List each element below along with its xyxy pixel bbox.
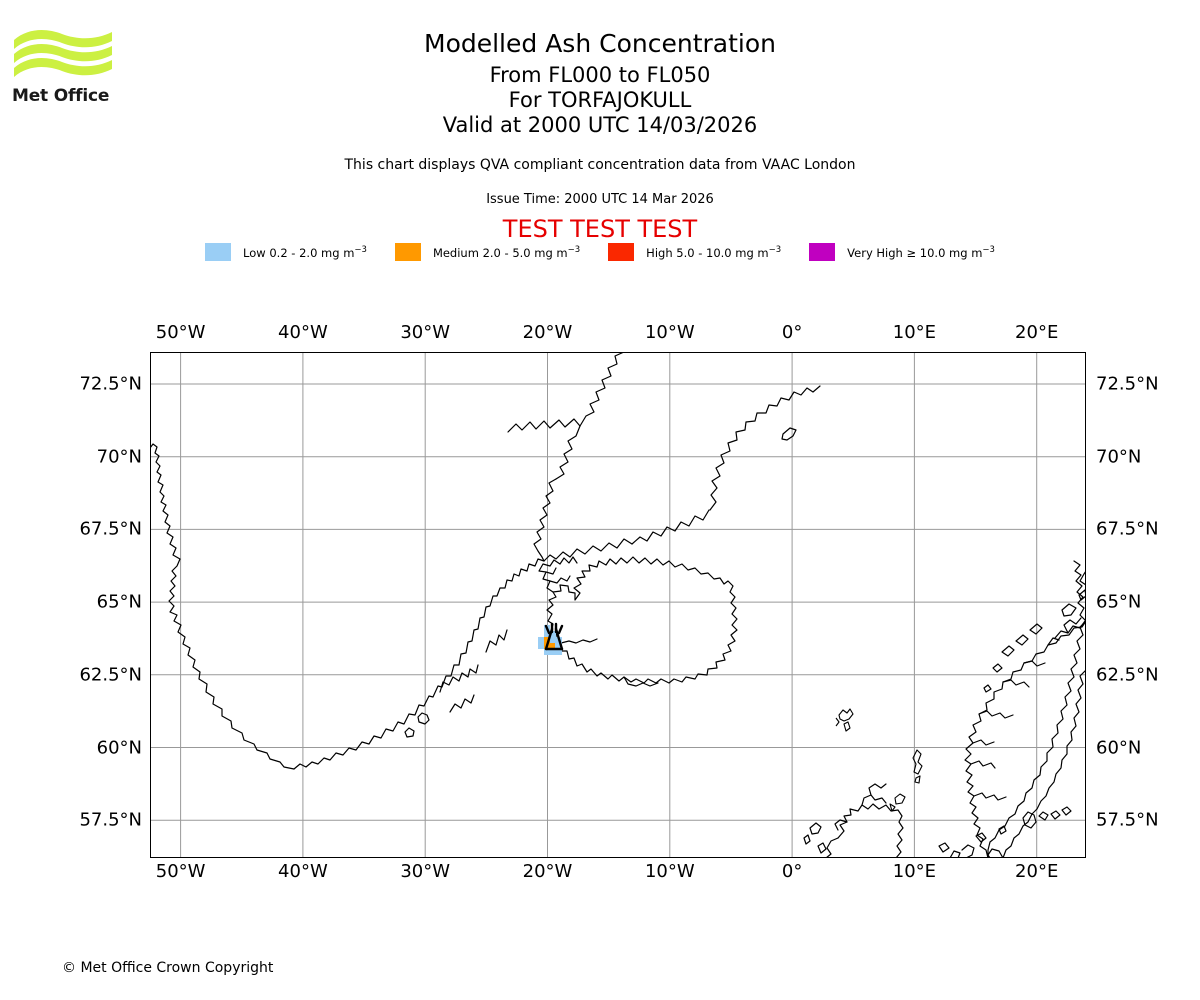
lon-label-bottom-6: 10°E — [892, 861, 937, 882]
shetland-islands — [912, 749, 923, 784]
chart-subtitle: This chart displays QVA compliant concen… — [344, 157, 856, 173]
volcano-name: For TORFAJOKULL — [508, 88, 692, 112]
lon-label-top-7: 20°E — [1015, 322, 1059, 343]
concentration-legend: Low 0.2 - 2.0 mg m−3 Medium 2.0 - 5.0 mg… — [0, 243, 1200, 261]
lon-label-top-2: 30°W — [400, 322, 451, 343]
lon-label-bottom-4: 10°W — [644, 861, 695, 882]
met-office-logo: Met Office — [12, 24, 122, 114]
lon-label-top-3: 20°W — [522, 322, 573, 343]
lon-label-top-4: 10°W — [644, 322, 695, 343]
lon-label-top-6: 10°E — [892, 322, 937, 343]
torfajokull-volcano-marker[interactable] — [538, 622, 564, 655]
map-gridlines — [150, 352, 1086, 858]
lon-label-top-5: 0° — [781, 322, 803, 343]
legend-swatch-medium — [394, 243, 421, 261]
lon-label-top-0: 50°W — [155, 322, 206, 343]
jan-mayen-island — [781, 427, 797, 441]
legend-label-high: High 5.0 - 10.0 mg m−3 — [646, 244, 782, 260]
lon-label-bottom-3: 20°W — [522, 861, 573, 882]
met-office-logo-text: Met Office — [12, 86, 110, 106]
faroe-islands — [835, 708, 854, 732]
lat-label-right-3: 65°N — [1096, 591, 1142, 613]
lon-label-bottom-2: 30°W — [400, 861, 451, 882]
legend-item-medium: Medium 2.0 - 5.0 mg m−3 — [394, 243, 581, 261]
lon-label-bottom-7: 20°E — [1015, 861, 1059, 882]
legend-label-very-high: Very High ≥ 10.0 mg m−3 — [847, 244, 995, 260]
lat-label-right-4: 62.5°N — [1096, 664, 1159, 686]
flight-level-range: From FL000 to FL050 — [489, 63, 711, 87]
lon-label-top-1: 40°W — [278, 322, 328, 343]
map-canvas — [150, 352, 1086, 858]
map-background — [150, 352, 1086, 858]
lat-label-right-5: 60°N — [1096, 737, 1142, 758]
lat-label-left-5: 60°N — [96, 737, 142, 758]
volcano-icon — [544, 622, 564, 651]
lon-label-bottom-1: 40°W — [278, 861, 328, 882]
scandinavia-coastline — [938, 560, 1086, 858]
coastlines — [150, 352, 821, 770]
legend-swatch-high — [608, 243, 635, 261]
lat-label-right-0: 72.5°N — [1096, 373, 1159, 395]
chart-title: Modelled Ash Concentration — [424, 29, 776, 58]
ash-concentration-map[interactable] — [150, 352, 1086, 858]
legend-item-low: Low 0.2 - 2.0 mg m−3 — [205, 243, 367, 261]
lat-label-left-0: 72.5°N — [79, 373, 142, 395]
copyright-notice: © Met Office Crown Copyright — [62, 960, 274, 976]
lat-label-right-1: 70°N — [1096, 446, 1142, 468]
lat-label-right-2: 67.5°N — [1096, 518, 1159, 540]
legend-swatch-very-high — [809, 243, 836, 261]
legend-label-medium: Medium 2.0 - 5.0 mg m−3 — [432, 244, 581, 260]
legend-label-low: Low 0.2 - 2.0 mg m−3 — [243, 244, 367, 260]
lat-label-right-6: 57.5°N — [1096, 809, 1159, 831]
test-banner: TEST TEST TEST — [502, 215, 698, 243]
issue-time: Issue Time: 2000 UTC 14 Mar 2026 — [486, 192, 714, 207]
lat-label-left-2: 67.5°N — [79, 518, 142, 540]
valid-time: Valid at 2000 UTC 14/03/2026 — [442, 113, 758, 137]
legend-item-very-high: Very High ≥ 10.0 mg m−3 — [809, 243, 995, 261]
lat-label-left-4: 62.5°N — [79, 664, 142, 686]
legend-swatch-low — [205, 243, 232, 261]
lat-label-left-3: 65°N — [96, 591, 142, 613]
lat-label-left-6: 57.5°N — [79, 809, 142, 831]
legend-item-high: High 5.0 - 10.0 mg m−3 — [608, 243, 781, 261]
lon-label-bottom-5: 0° — [781, 861, 803, 882]
lon-label-bottom-0: 50°W — [155, 861, 206, 882]
scotland-coastline — [803, 783, 904, 858]
met-office-wave-icon — [14, 30, 112, 77]
lat-label-left-1: 70°N — [96, 446, 142, 468]
orkney-islands — [889, 793, 906, 812]
